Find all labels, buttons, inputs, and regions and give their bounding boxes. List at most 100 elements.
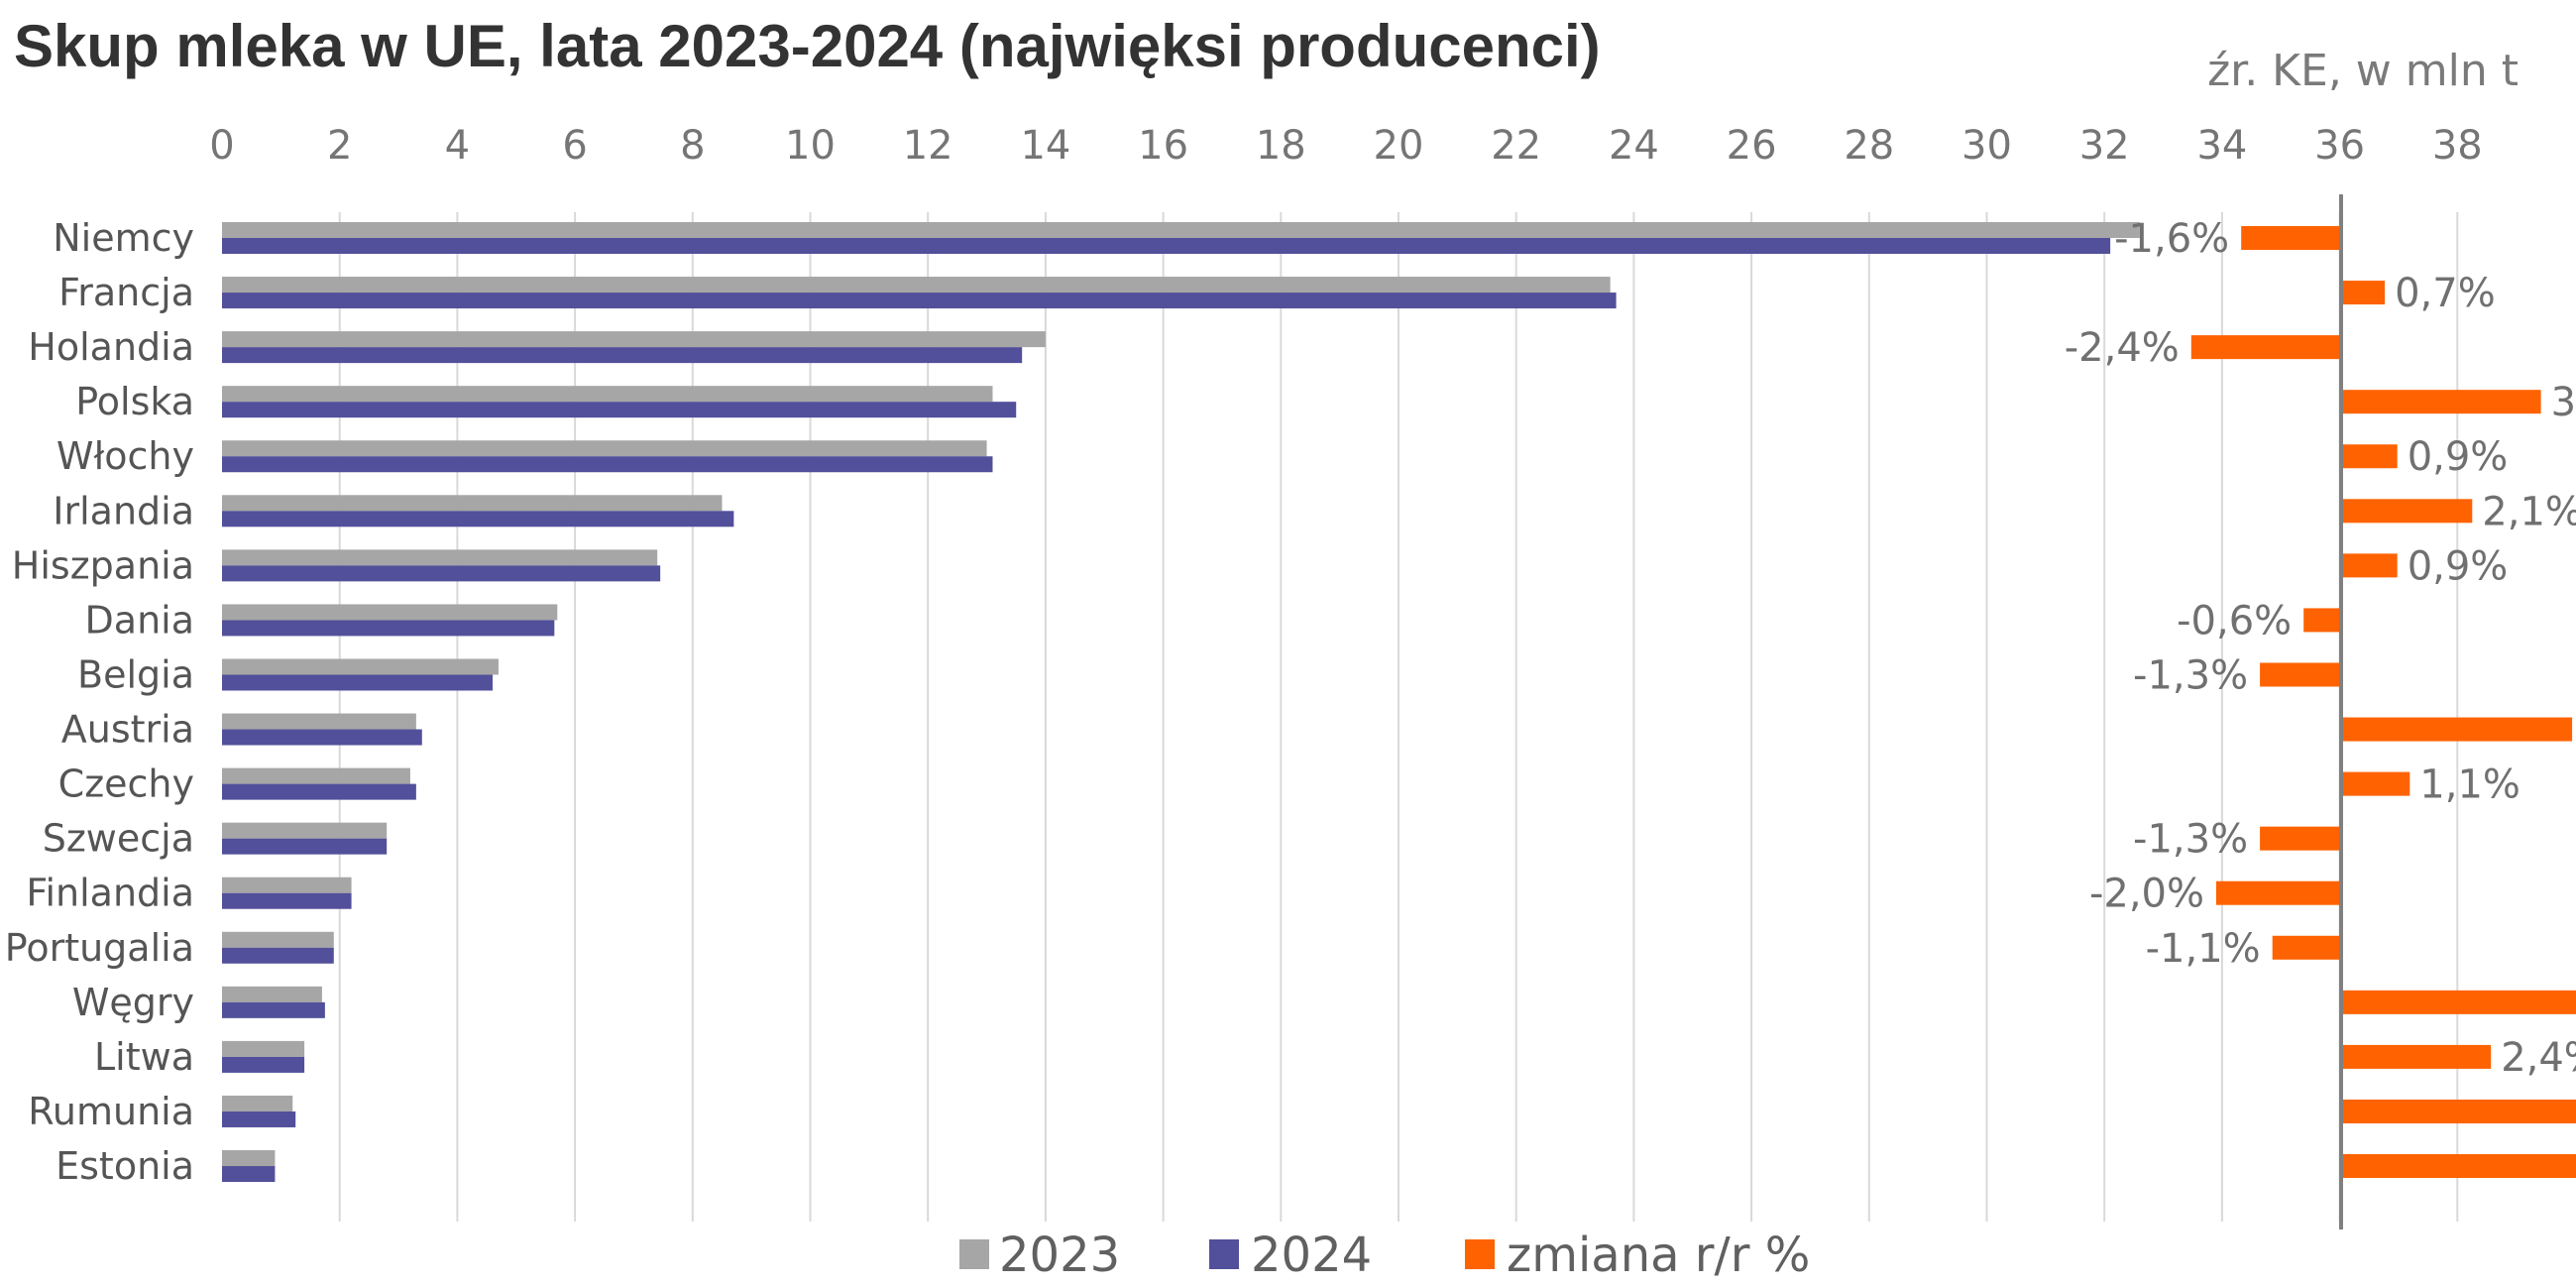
bar-2024 xyxy=(222,838,388,855)
legend-label-2024: 2024 xyxy=(1251,1228,1372,1283)
legend-label-2023: 2023 xyxy=(999,1228,1120,1283)
bar-2023 xyxy=(222,1040,305,1057)
bar-2024 xyxy=(222,892,352,909)
x-tick-label: 6 xyxy=(562,123,587,169)
x-tick-label: 0 xyxy=(209,123,234,169)
x-tick-label: 20 xyxy=(1374,123,1424,169)
change-data-label: -1,3% xyxy=(2133,652,2248,698)
category-label: Austria xyxy=(61,708,194,752)
x-tick-label: 2 xyxy=(327,123,352,169)
change-bar xyxy=(2341,1099,2576,1123)
category-label: Estonia xyxy=(56,1144,194,1188)
change-bar xyxy=(2341,444,2398,469)
change-bar xyxy=(2241,226,2341,250)
change-bar xyxy=(2190,335,2341,360)
bar-2023 xyxy=(222,713,416,730)
bar-2023 xyxy=(222,877,352,893)
change-data-label: -0,6% xyxy=(2177,598,2292,644)
change-data-label: 3,2% xyxy=(2551,380,2576,425)
bar-2023 xyxy=(222,986,322,1002)
bar-2024 xyxy=(222,565,661,582)
change-data-label: 2,1% xyxy=(2482,489,2576,534)
legend-swatch-change xyxy=(1465,1239,1495,1269)
category-label: Węgry xyxy=(72,981,194,1024)
change-bar xyxy=(2303,608,2341,633)
category-label: Hiszpania xyxy=(12,543,194,587)
legend-label-change: zmiana r/r % xyxy=(1507,1228,1810,1283)
change-bar xyxy=(2216,880,2341,905)
bar-2024 xyxy=(222,1166,276,1183)
bar-2024 xyxy=(222,1001,325,1018)
category-label: Holandia xyxy=(28,325,194,369)
bar-2023 xyxy=(222,658,499,675)
change-data-label: -1,3% xyxy=(2133,817,2248,863)
change-bar xyxy=(2341,771,2410,796)
bar-2023 xyxy=(222,549,658,566)
bar-2024 xyxy=(222,674,494,691)
x-tick-label: 24 xyxy=(1609,123,1659,169)
legend-swatch-2023 xyxy=(959,1239,989,1269)
category-label: Irlandia xyxy=(53,489,194,532)
bar-2024 xyxy=(222,402,1017,418)
x-tick-label: 26 xyxy=(1727,123,1777,169)
change-bar xyxy=(2341,717,2573,742)
x-tick-label: 22 xyxy=(1491,123,1541,169)
x-tick-label: 36 xyxy=(2314,123,2365,169)
change-data-label: -1,6% xyxy=(2114,216,2229,262)
bar-2023 xyxy=(222,931,334,948)
bar-2024 xyxy=(222,511,734,527)
x-tick-label: 32 xyxy=(2079,123,2130,169)
x-tick-label: 8 xyxy=(680,123,705,169)
category-label: Polska xyxy=(75,380,194,423)
category-label: Czechy xyxy=(58,762,194,806)
x-tick-label: 14 xyxy=(1020,123,1070,169)
bar-2024 xyxy=(222,620,555,637)
bar-2024 xyxy=(222,456,993,473)
category-label: Szwecja xyxy=(43,817,194,861)
x-tick-label: 28 xyxy=(1844,123,1894,169)
x-tick-label: 18 xyxy=(1256,123,1306,169)
x-tick-label: 16 xyxy=(1138,123,1188,169)
x-tick-label: 30 xyxy=(1961,123,2012,169)
change-data-label: 2,4% xyxy=(2501,1035,2576,1081)
change-bar xyxy=(2260,662,2341,687)
bar-2023 xyxy=(222,222,2140,238)
x-tick-label: 10 xyxy=(785,123,836,169)
change-data-label: -2,4% xyxy=(2065,325,2180,371)
bar-2023 xyxy=(222,440,987,457)
category-label: Włochy xyxy=(56,434,194,478)
x-tick-label: 34 xyxy=(2196,123,2247,169)
bar-2024 xyxy=(222,947,334,964)
bar-2023 xyxy=(222,495,723,512)
bar-2024 xyxy=(222,1111,296,1127)
change-bar xyxy=(2341,281,2386,305)
change-bar xyxy=(2260,826,2341,851)
bar-2023 xyxy=(222,1095,293,1112)
category-label: Portugalia xyxy=(5,926,194,970)
category-label: Litwa xyxy=(94,1035,194,1079)
category-label: Rumunia xyxy=(28,1090,194,1133)
category-label: Finlandia xyxy=(26,872,194,915)
change-data-label: 0,7% xyxy=(2395,271,2496,316)
chart-title: Skup mleka w UE, lata 2023-2024 (najwięk… xyxy=(14,13,1601,79)
change-data-label: 0,9% xyxy=(2408,543,2509,589)
change-bar xyxy=(2341,553,2398,578)
bar-2023 xyxy=(222,331,1046,348)
change-bar xyxy=(2341,990,2576,1014)
change-bar xyxy=(2341,1044,2492,1069)
category-label: Niemcy xyxy=(53,216,194,260)
bar-2023 xyxy=(222,767,410,784)
category-label: Francja xyxy=(58,271,194,314)
change-bar xyxy=(2341,390,2541,414)
bar-2024 xyxy=(222,1056,305,1073)
bar-2023 xyxy=(222,604,558,621)
change-bar xyxy=(2341,1154,2576,1179)
change-data-label: -1,1% xyxy=(2146,926,2261,972)
category-label: Belgia xyxy=(77,652,194,696)
change-bar xyxy=(2341,499,2473,524)
change-data-label: 1,1% xyxy=(2419,762,2520,808)
legend-swatch-2024 xyxy=(1209,1239,1239,1269)
bar-2023 xyxy=(222,822,388,839)
change-data-label: -2,0% xyxy=(2089,872,2204,917)
